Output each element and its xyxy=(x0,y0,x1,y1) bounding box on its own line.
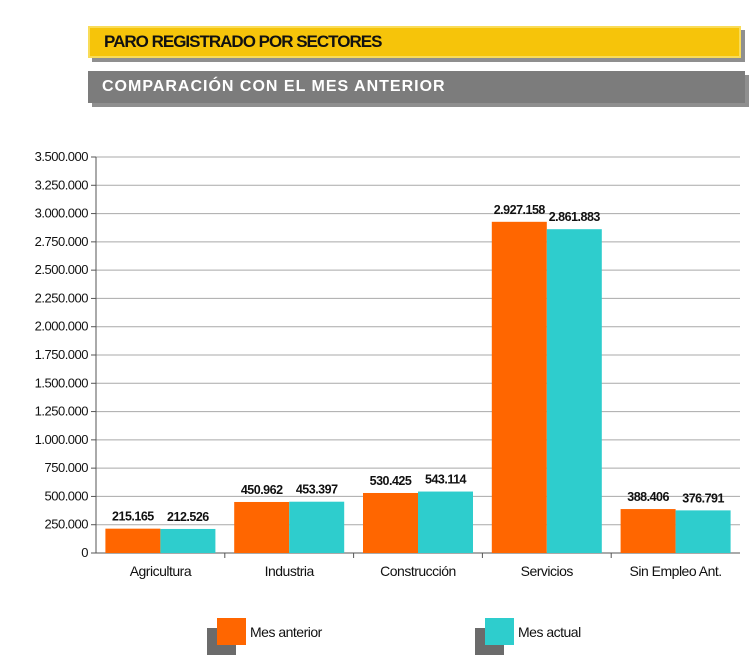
bar xyxy=(105,528,161,553)
y-tick-label: 2.750.000 xyxy=(35,234,89,249)
legend-item-mes-anterior: Mes anterior xyxy=(207,618,322,655)
data-label: 2.861.883 xyxy=(549,210,601,224)
x-tick-label: Construcción xyxy=(380,563,456,579)
legend-swatch-mes-actual xyxy=(475,618,514,655)
chart-subtitle: COMPARACIÓN CON EL MES ANTERIOR xyxy=(102,78,446,95)
bar xyxy=(363,492,418,553)
y-tick-label: 2.000.000 xyxy=(35,319,89,334)
bar xyxy=(546,229,602,554)
data-label: 530.425 xyxy=(370,474,412,488)
y-tick-label: 2.250.000 xyxy=(35,290,89,305)
y-tick-label: 3.250.000 xyxy=(35,177,89,192)
bar xyxy=(160,528,216,553)
y-tick-label: 250.000 xyxy=(45,517,89,532)
chart-title: PARO REGISTRADO POR SECTORES xyxy=(104,32,382,51)
x-tick-label: Servicios xyxy=(521,563,574,579)
bar xyxy=(418,491,473,553)
legend-label-mes-actual: Mes actual xyxy=(518,623,581,640)
y-tick-label: 1.250.000 xyxy=(35,404,89,419)
data-label: 453.397 xyxy=(296,483,338,497)
y-tick-label: 3.500.000 xyxy=(35,149,89,164)
bar xyxy=(491,221,547,553)
legend-item-mes-actual: Mes actual xyxy=(475,618,581,655)
bar xyxy=(675,510,731,553)
data-label: 376.791 xyxy=(682,491,724,505)
x-tick-label: Industria xyxy=(265,563,315,579)
y-tick-label: 750.000 xyxy=(45,460,89,475)
y-tick-label: 1.500.000 xyxy=(35,375,89,390)
bar-chart: 0 250.000 500.000 750.000 1.000.000 1.250.000… xyxy=(35,149,740,579)
y-tick-label: 1.000.000 xyxy=(35,432,89,447)
y-tick-label: 1.750.000 xyxy=(35,347,89,362)
chart-title-banner: PARO REGISTRADO POR SECTORES xyxy=(88,26,741,58)
legend-label-mes-anterior: Mes anterior xyxy=(250,623,322,640)
data-label: 543.114 xyxy=(425,473,467,487)
bar xyxy=(234,501,290,553)
y-tick-label: 3.000.000 xyxy=(35,206,89,221)
data-label: 388.406 xyxy=(627,490,669,504)
chart-subtitle-banner: COMPARACIÓN CON EL MES ANTERIOR xyxy=(88,71,745,103)
legend-swatch-mes-anterior xyxy=(207,618,246,655)
bar xyxy=(289,501,345,553)
data-label: 450.962 xyxy=(241,483,283,497)
y-tick-label: 500.000 xyxy=(45,488,89,503)
bar xyxy=(620,509,676,553)
x-tick-label: Agricultura xyxy=(130,563,192,579)
x-tick-label: Sin Empleo Ant. xyxy=(630,563,722,579)
data-label: 2.927.158 xyxy=(494,203,546,217)
data-label: 212.526 xyxy=(167,510,209,524)
y-tick-label: 0 xyxy=(81,545,88,560)
y-tick-label: 2.500.000 xyxy=(35,262,89,277)
data-label: 215.165 xyxy=(112,510,154,524)
